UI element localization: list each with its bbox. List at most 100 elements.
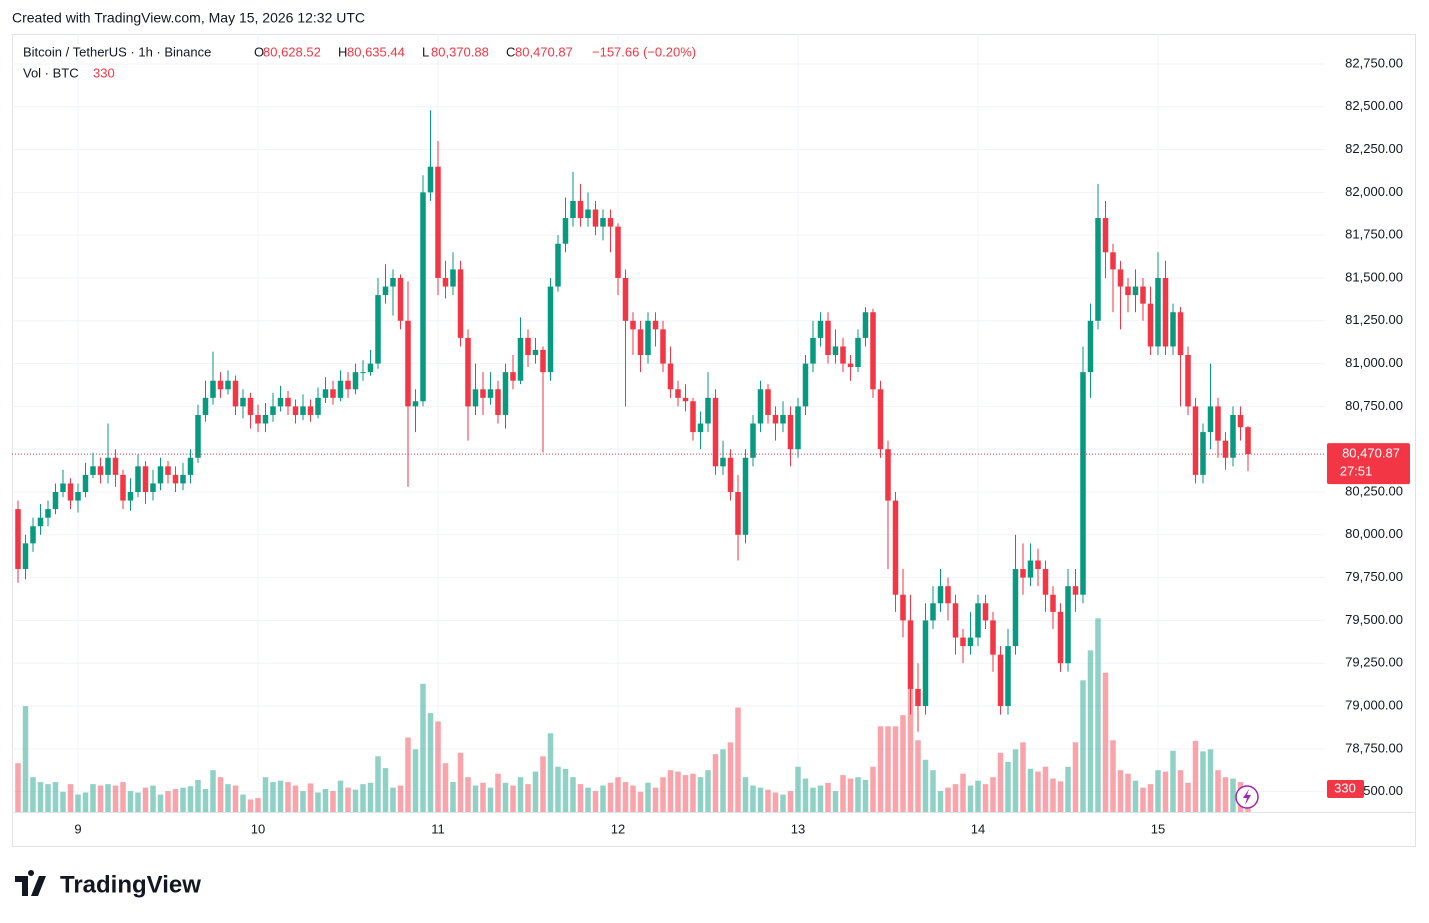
candle-body [1035, 560, 1041, 570]
legend: Bitcoin / TetherUS · 1h · Binance Vol · … [23, 44, 696, 80]
candle-body [405, 320, 411, 407]
volume-bar [360, 784, 366, 812]
volume-bar [1140, 787, 1146, 812]
x-tick-label: 12 [611, 821, 625, 836]
volume-bar [172, 789, 179, 812]
candle-body [60, 483, 66, 492]
candle-body [285, 397, 291, 407]
candle-body [532, 349, 539, 356]
candle-body [1057, 611, 1064, 664]
candle-body [45, 509, 51, 518]
volume-bar [202, 789, 209, 812]
volume-bar [255, 798, 261, 812]
legend-change: −157.66 (−0.20%) [592, 44, 696, 59]
legend-value: 80,635.44 [347, 44, 405, 59]
candle-body [840, 346, 846, 364]
volume-bar [142, 787, 149, 812]
y-tick-label: 80,250.00 [1345, 483, 1403, 498]
volume-bar [1230, 778, 1236, 812]
volume-bar [787, 791, 794, 812]
volume-bar [922, 759, 929, 812]
candle-body [52, 491, 59, 510]
candle-body [592, 209, 599, 227]
y-tick-label: 81,500.00 [1345, 269, 1403, 284]
volume-bar [390, 787, 396, 812]
volume-bar [1080, 680, 1086, 812]
candle-body [975, 603, 981, 638]
candle-body [682, 397, 689, 402]
candle-body [1237, 414, 1244, 428]
volume-bar [960, 773, 966, 812]
volume-bar [555, 766, 561, 812]
candle-body [1110, 252, 1116, 270]
volume-bar [585, 787, 591, 812]
candle-body [300, 406, 306, 415]
candle-body [1230, 414, 1236, 458]
volume-bar [982, 784, 989, 812]
candle-body [210, 380, 216, 398]
candle-body [435, 166, 441, 278]
candle-body [922, 620, 929, 707]
candle-body [930, 603, 936, 621]
candle-body [517, 337, 524, 381]
candle-body [727, 457, 734, 492]
volume-bar [675, 771, 681, 812]
volume-bar [1005, 761, 1011, 812]
x-tick-label: 14 [971, 821, 985, 836]
candle-body [22, 543, 29, 570]
candle-body [375, 295, 381, 364]
volume-bar [1087, 650, 1094, 812]
candle-body [960, 637, 966, 647]
volume-bar [337, 780, 344, 812]
candle-body [367, 363, 374, 373]
candle-body [952, 603, 959, 638]
volume-bar [52, 782, 59, 812]
volume-bar [330, 791, 336, 812]
alert-icon[interactable] [1235, 785, 1259, 809]
volume-bar [232, 785, 239, 812]
candle-body [1185, 355, 1191, 407]
volume-bar [885, 726, 891, 812]
candle-body [607, 218, 614, 227]
candle-body [570, 200, 576, 219]
candle-body [540, 349, 546, 373]
candle-body [765, 389, 771, 415]
candle-body [982, 603, 989, 621]
volume-bar [945, 787, 951, 812]
candle-body [82, 474, 89, 492]
candle-body [195, 414, 201, 458]
y-tick-label: 82,750.00 [1345, 55, 1403, 70]
candle-body [825, 320, 831, 356]
candle-body [337, 380, 344, 398]
candle-body [1125, 286, 1131, 296]
candle-body [630, 320, 636, 330]
y-tick-label: 79,000.00 [1345, 697, 1403, 712]
volume-bar [277, 780, 284, 812]
volume-bar [225, 784, 231, 812]
candle-body [547, 286, 554, 373]
volume-bar [547, 733, 554, 812]
volume-bar [195, 779, 201, 812]
y-tick-label: 81,250.00 [1345, 312, 1403, 327]
volume-bar [1020, 742, 1026, 812]
volume-bar [757, 787, 764, 812]
candle-body [877, 389, 884, 450]
candle-body [697, 423, 704, 433]
candle-body [690, 401, 696, 433]
y-tick-label: 80,750.00 [1345, 398, 1403, 413]
candle-body [870, 312, 876, 390]
candle-body [112, 457, 119, 475]
candle-body [225, 380, 231, 390]
candle-body [510, 372, 516, 381]
candle-body [810, 337, 816, 364]
candle-body [307, 406, 314, 415]
volume-bar [127, 791, 134, 812]
volume-bar [322, 789, 329, 812]
legend-key: L [422, 44, 429, 59]
volume-bar [135, 792, 141, 812]
volume-bar [600, 785, 606, 812]
volume-bar [855, 777, 861, 812]
legend-volume-title: Vol · BTC [23, 65, 79, 80]
